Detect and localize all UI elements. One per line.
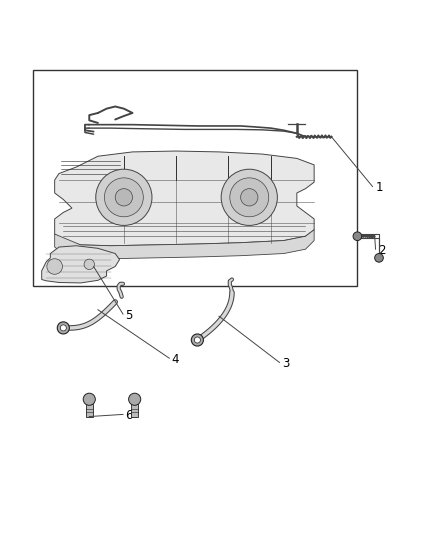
Circle shape: [194, 337, 201, 343]
Polygon shape: [42, 246, 120, 283]
Bar: [33, 70, 357, 286]
Bar: [131, 403, 138, 417]
Circle shape: [96, 169, 152, 225]
Text: 4: 4: [171, 353, 179, 366]
Circle shape: [115, 189, 133, 206]
Circle shape: [57, 322, 69, 334]
Polygon shape: [55, 151, 314, 246]
Text: 2: 2: [378, 244, 385, 257]
Circle shape: [230, 178, 269, 217]
Text: 6: 6: [125, 409, 132, 422]
Circle shape: [374, 254, 383, 262]
Circle shape: [47, 259, 63, 274]
Bar: [86, 403, 93, 417]
Text: 1: 1: [375, 181, 383, 195]
Text: 5: 5: [125, 309, 132, 322]
Polygon shape: [55, 230, 314, 259]
Text: 3: 3: [283, 357, 290, 370]
Circle shape: [191, 334, 203, 346]
Circle shape: [353, 232, 362, 240]
Circle shape: [83, 393, 95, 405]
Circle shape: [104, 178, 143, 217]
Circle shape: [84, 259, 95, 270]
Circle shape: [221, 169, 277, 225]
Circle shape: [60, 325, 66, 331]
Circle shape: [240, 189, 258, 206]
Circle shape: [129, 393, 141, 405]
